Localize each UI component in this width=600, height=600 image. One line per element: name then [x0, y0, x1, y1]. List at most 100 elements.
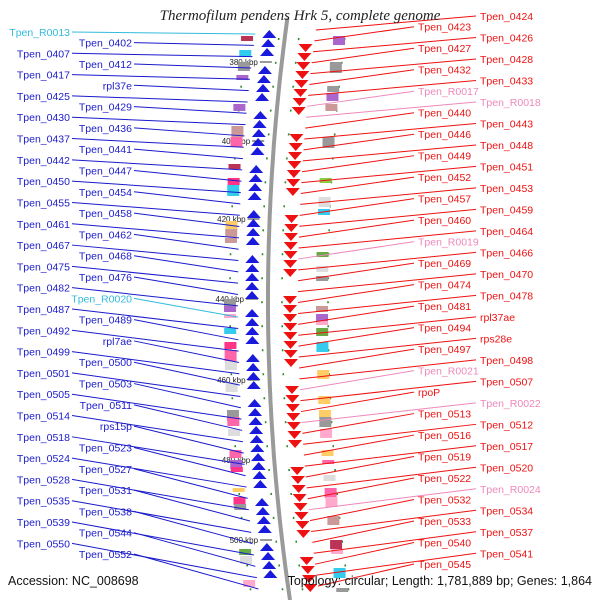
leader-line-left: [71, 521, 254, 556]
reverse-gene-arrow: [298, 44, 313, 52]
gene-label-left: rps15p: [100, 421, 132, 433]
forward-gene-arrow: [246, 381, 261, 389]
forward-gene-arrow: [257, 525, 272, 533]
feature-block-right: [323, 475, 336, 481]
leader-line-left: [133, 63, 252, 69]
gene-label-right: Tpen_0427: [418, 43, 471, 55]
feature-block-left: [227, 185, 240, 196]
reverse-gene-arrow: [287, 161, 302, 169]
forward-gene-arrow: [246, 219, 261, 227]
gene-label-right: rps28e: [480, 333, 512, 345]
forward-gene-arrow: [245, 273, 260, 281]
gene-label-right: Tpen_0541: [480, 548, 533, 560]
leader-line-right: [302, 144, 477, 162]
gene-label-left: Tpen_0458: [79, 208, 132, 220]
forward-gene-arrow: [256, 516, 271, 524]
feature-block-left: [224, 306, 237, 312]
reverse-gene-arrow: [283, 314, 298, 322]
reverse-gene-arrow: [300, 566, 315, 574]
leader-line-right: [300, 187, 477, 205]
topology-summary: Topology: circular; Length: 1,781,889 bp…: [287, 574, 592, 588]
forward-gene-arrow: [259, 543, 274, 551]
gene-label-right: Tpen_0460: [418, 215, 471, 227]
gene-label-left: Tpen_0489: [79, 315, 132, 327]
reverse-gene-arrow: [288, 152, 303, 160]
leader-line-left: [71, 393, 242, 420]
scale-tick-label: 500 kbp: [230, 536, 259, 545]
scale-tick-label: 460 kbp: [217, 376, 246, 385]
leader-line-right: [313, 531, 477, 554]
leader-line-right: [301, 155, 415, 173]
leader-line-left: [133, 233, 239, 250]
feature-block-left: [230, 137, 243, 147]
leader-line-left: [71, 244, 239, 262]
gene-label-right: Tpen_0494: [418, 323, 471, 335]
gene-label-left: Tpen_R0020: [71, 293, 132, 305]
leader-line-left: [71, 180, 241, 194]
forward-gene-arrow: [252, 471, 267, 479]
gene-label-left: Tpen_0430: [17, 112, 70, 124]
leader-line-left: [133, 127, 245, 137]
gene-label-right: Tpen_0423: [418, 22, 471, 34]
gene-label-left: Tpen_0482: [17, 283, 70, 295]
gene-label-left: Tpen_0538: [79, 506, 132, 518]
feature-block-right: [316, 252, 329, 257]
feature-block-left: [225, 382, 238, 392]
reverse-gene-arrow: [286, 422, 301, 430]
feature-block-left: [236, 75, 249, 80]
gene-label-right: Tpen_0534: [480, 505, 533, 517]
gene-label-right: Tpen_0440: [418, 108, 471, 120]
reverse-gene-arrow: [283, 341, 298, 349]
leader-line-right: [309, 499, 415, 522]
gene-label-left: Tpen_0461: [17, 219, 70, 231]
gene-label-left: Tpen_0450: [17, 176, 70, 188]
reverse-gene-arrow: [288, 440, 303, 448]
leader-line-right: [298, 230, 477, 249]
leader-line-right: [312, 520, 415, 543]
leader-line-right: [316, 552, 477, 576]
gene-label-right: Tpen_0464: [480, 226, 533, 238]
gene-label-right: Tpen_0449: [418, 151, 471, 163]
feature-block-left: [232, 488, 245, 492]
forward-gene-arrow: [245, 354, 260, 362]
forward-gene-arrow: [255, 93, 270, 101]
reverse-gene-arrow: [283, 359, 298, 367]
gene-label-left: Tpen_0511: [80, 400, 133, 412]
reverse-gene-arrow: [283, 296, 297, 304]
forward-gene-arrow: [262, 561, 277, 569]
leader-line-right: [313, 36, 477, 53]
feature-block-right: [316, 306, 329, 312]
gene-label-right: Tpen_0432: [418, 65, 471, 77]
feature-block-left: [231, 126, 244, 137]
leader-line-left: [71, 201, 240, 216]
leader-line-left: [133, 191, 241, 205]
reverse-gene-arrow: [291, 485, 306, 493]
leader-line-left: [71, 329, 239, 352]
gene-label-right: Tpen_0522: [418, 473, 471, 485]
feature-block-left: [233, 497, 246, 505]
leader-line-left: [133, 148, 243, 160]
leader-line-left: [71, 372, 241, 397]
leader-line-right: [298, 251, 477, 271]
gene-label-left: Tpen_0492: [17, 325, 70, 337]
reverse-gene-arrow: [290, 476, 305, 484]
forward-gene-arrow: [263, 570, 278, 578]
feature-block-left: [237, 62, 250, 71]
gene-label-right: Tpen_0519: [418, 452, 471, 464]
gene-label-left: Tpen_R0013: [9, 27, 70, 39]
feature-block-right: [320, 429, 333, 438]
leader-line-left: [71, 457, 247, 488]
feature-block-left: [229, 450, 242, 458]
gene-label-left: Tpen_0528: [17, 474, 70, 486]
gene-label-left: Tpen_0454: [79, 187, 132, 199]
leader-line-left: [133, 42, 254, 46]
forward-gene-arrow: [245, 264, 260, 272]
feature-block-right: [317, 370, 330, 379]
reverse-gene-arrow: [303, 584, 318, 592]
leader-line-left: [133, 169, 242, 182]
forward-gene-arrow: [251, 129, 266, 137]
gene-label-left: Tpen_0550: [17, 538, 70, 550]
gene-label-right: Tpen_0433: [480, 75, 533, 87]
gene-label-left: Tpen_0503: [79, 379, 132, 391]
